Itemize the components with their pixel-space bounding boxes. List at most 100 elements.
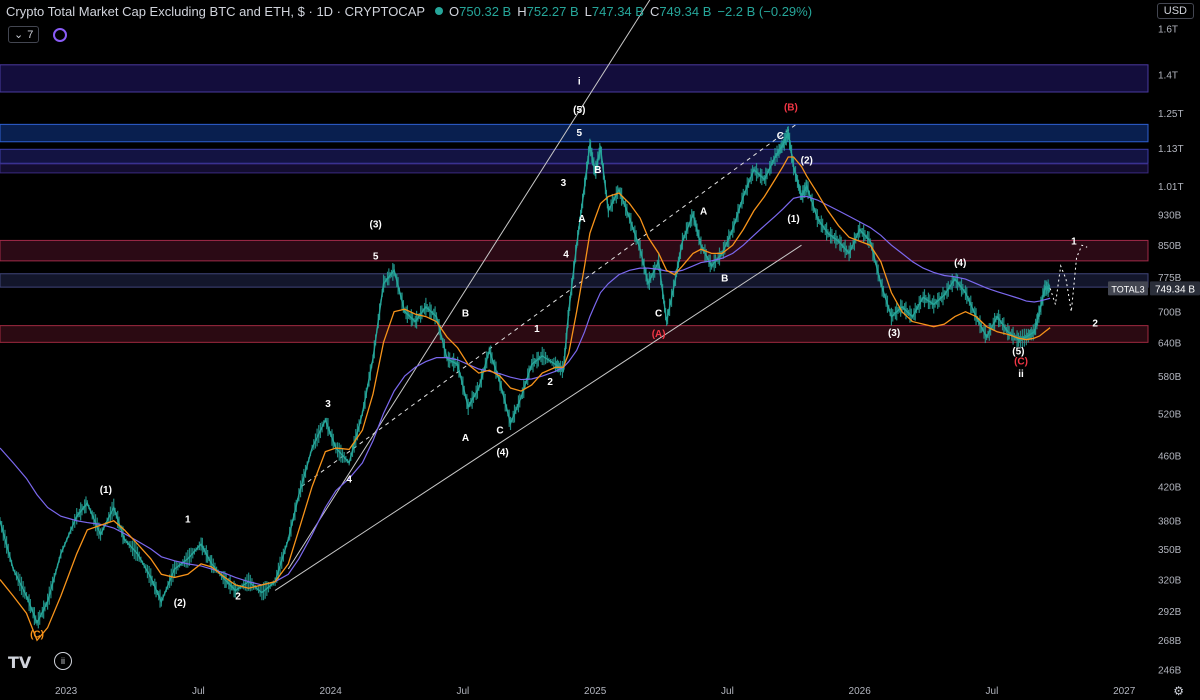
- channel-line-0: [287, 0, 651, 570]
- wave-label: 3: [561, 178, 567, 189]
- zones-layer: [0, 64, 1149, 343]
- y-tick-label: 1.01T: [1158, 182, 1184, 193]
- y-tick-label: 420B: [1158, 482, 1182, 493]
- y-tick-label: 1.13T: [1158, 144, 1184, 155]
- y-tick-label: 580B: [1158, 372, 1182, 383]
- y-tick-label: 520B: [1158, 409, 1182, 420]
- zone-1: [0, 123, 1149, 143]
- y-tick-label: 700B: [1158, 308, 1182, 319]
- chart-title: Crypto Total Market Cap Excluding BTC an…: [6, 3, 426, 19]
- price-line: [0, 130, 1051, 625]
- settings-icon[interactable]: ⚙: [1173, 684, 1184, 698]
- ma-fast-line: [0, 156, 1051, 642]
- channel-line-2: [301, 123, 797, 487]
- indicator-count: 7: [27, 28, 34, 41]
- currency-button[interactable]: USD: [1156, 3, 1194, 19]
- tradingview-logo-icon[interactable]: TV: [8, 653, 32, 672]
- wave-label: (1): [787, 214, 799, 225]
- last-price-tag: TOTAL3 749.34 B: [1108, 281, 1200, 296]
- trendlines-layer: [274, 0, 802, 591]
- chart-header: Crypto Total Market Cap Excluding BTC an…: [0, 0, 812, 22]
- x-tick-label: 2025: [584, 686, 607, 697]
- y-tick-label: 292B: [1158, 607, 1182, 618]
- wave-label: C: [777, 131, 784, 142]
- x-tick-label: Jul: [457, 686, 470, 697]
- market-status-icon: [435, 7, 444, 15]
- wave-label: (1): [100, 485, 112, 496]
- wave-label: 1: [185, 515, 191, 526]
- y-tick-label: 1.4T: [1158, 70, 1178, 81]
- channel-line-1: [274, 244, 802, 591]
- wave-label: A: [700, 206, 707, 217]
- chevron-down-icon: ⌄: [14, 29, 24, 41]
- x-tick-label: Jul: [192, 686, 205, 697]
- wave-label: 4: [346, 474, 352, 485]
- zone-2: [0, 148, 1149, 164]
- ma-slow-line: [0, 195, 1051, 586]
- y-tick-label: 775B: [1158, 273, 1182, 284]
- wave-label: 2: [1092, 319, 1098, 330]
- y-tick-label: 930B: [1158, 210, 1182, 221]
- y-axis: 1.6T 1.4T 1.25T 1.13T 1.01T 930B 850B 775B 700B 6…: [1158, 25, 1184, 677]
- y-tick-label: 640B: [1158, 338, 1182, 349]
- y-tick-label: 850B: [1158, 241, 1182, 252]
- last-price-value-bg: [1150, 281, 1200, 296]
- projection-path: [1049, 244, 1088, 312]
- wave-label: 2: [547, 377, 553, 388]
- wave-label: (2): [174, 598, 186, 609]
- wave-label: ii: [1018, 369, 1024, 380]
- zone-4: [0, 239, 1149, 262]
- x-axis: 2023 Jul 2024 Jul 2025 Jul 2026 Jul 2027: [55, 686, 1136, 697]
- wave-label: 3: [325, 399, 331, 410]
- indicators-toggle-button[interactable]: ⌄ 7: [8, 26, 40, 43]
- y-tick-label: 350B: [1158, 545, 1182, 556]
- wave-label: 4: [563, 250, 569, 261]
- wave-label: (4): [954, 258, 966, 269]
- x-tick-label: Jul: [986, 686, 999, 697]
- price-change: −2.2 B (−0.29%): [717, 3, 813, 19]
- wave-label: C: [496, 426, 503, 437]
- x-tick-label: Jul: [721, 686, 734, 697]
- replay-icon[interactable]: ii: [54, 652, 72, 670]
- refresh-icon[interactable]: [53, 27, 68, 42]
- last-price-value: 749.34 B: [1155, 284, 1195, 295]
- wave-label: A: [462, 433, 469, 444]
- y-tick-label: 1.25T: [1158, 109, 1184, 120]
- wave-label: 5: [577, 128, 583, 139]
- wave-label: i: [578, 76, 581, 87]
- ohlc-low: L747.34 B: [584, 3, 644, 19]
- zone-0: [0, 64, 1149, 93]
- ohlc-open: O750.32 B: [449, 3, 512, 19]
- y-tick-label: 246B: [1158, 666, 1182, 677]
- ohlc-close: C749.34 B: [649, 3, 712, 19]
- x-tick-label: 2027: [1113, 686, 1136, 697]
- x-tick-label: 2024: [320, 686, 343, 697]
- wave-label: 1: [534, 324, 540, 335]
- wave-label: 1: [1071, 236, 1077, 247]
- wave-label: (3): [369, 220, 381, 231]
- wave-label: (2): [801, 155, 813, 166]
- ohlc-high: H752.27 B: [517, 3, 579, 19]
- x-tick-label: 2026: [849, 686, 872, 697]
- wave-label: (4): [496, 447, 508, 458]
- y-tick-label: 268B: [1158, 636, 1182, 647]
- wave-label: (C): [30, 630, 44, 641]
- last-price-symbol: TOTAL3: [1111, 284, 1144, 294]
- wave-label: B: [462, 309, 469, 320]
- wave-label: (5): [1012, 346, 1024, 357]
- wave-label: 5: [373, 252, 379, 263]
- price-series-layer: [0, 126, 1051, 629]
- wave-label: (A): [652, 329, 666, 340]
- wave-label: C: [655, 309, 662, 320]
- wave-label: (B): [784, 103, 798, 114]
- wave-label: (C): [1014, 356, 1028, 367]
- moving-averages-layer: [0, 156, 1088, 642]
- zone-3: [0, 163, 1149, 174]
- indicator-toolbar: ⌄ 7: [8, 26, 68, 43]
- wave-label: (3): [888, 328, 900, 339]
- y-tick-label: 1.6T: [1158, 25, 1178, 36]
- y-tick-label: 460B: [1158, 451, 1182, 462]
- wave-label: (5): [573, 105, 585, 116]
- wave-labels-layer: (C) (1) (2) 1 2 3 4 (3) 5 B A C (4) 1 2 3 4 A B (5) 5 i C (A) A B…: [30, 76, 1098, 640]
